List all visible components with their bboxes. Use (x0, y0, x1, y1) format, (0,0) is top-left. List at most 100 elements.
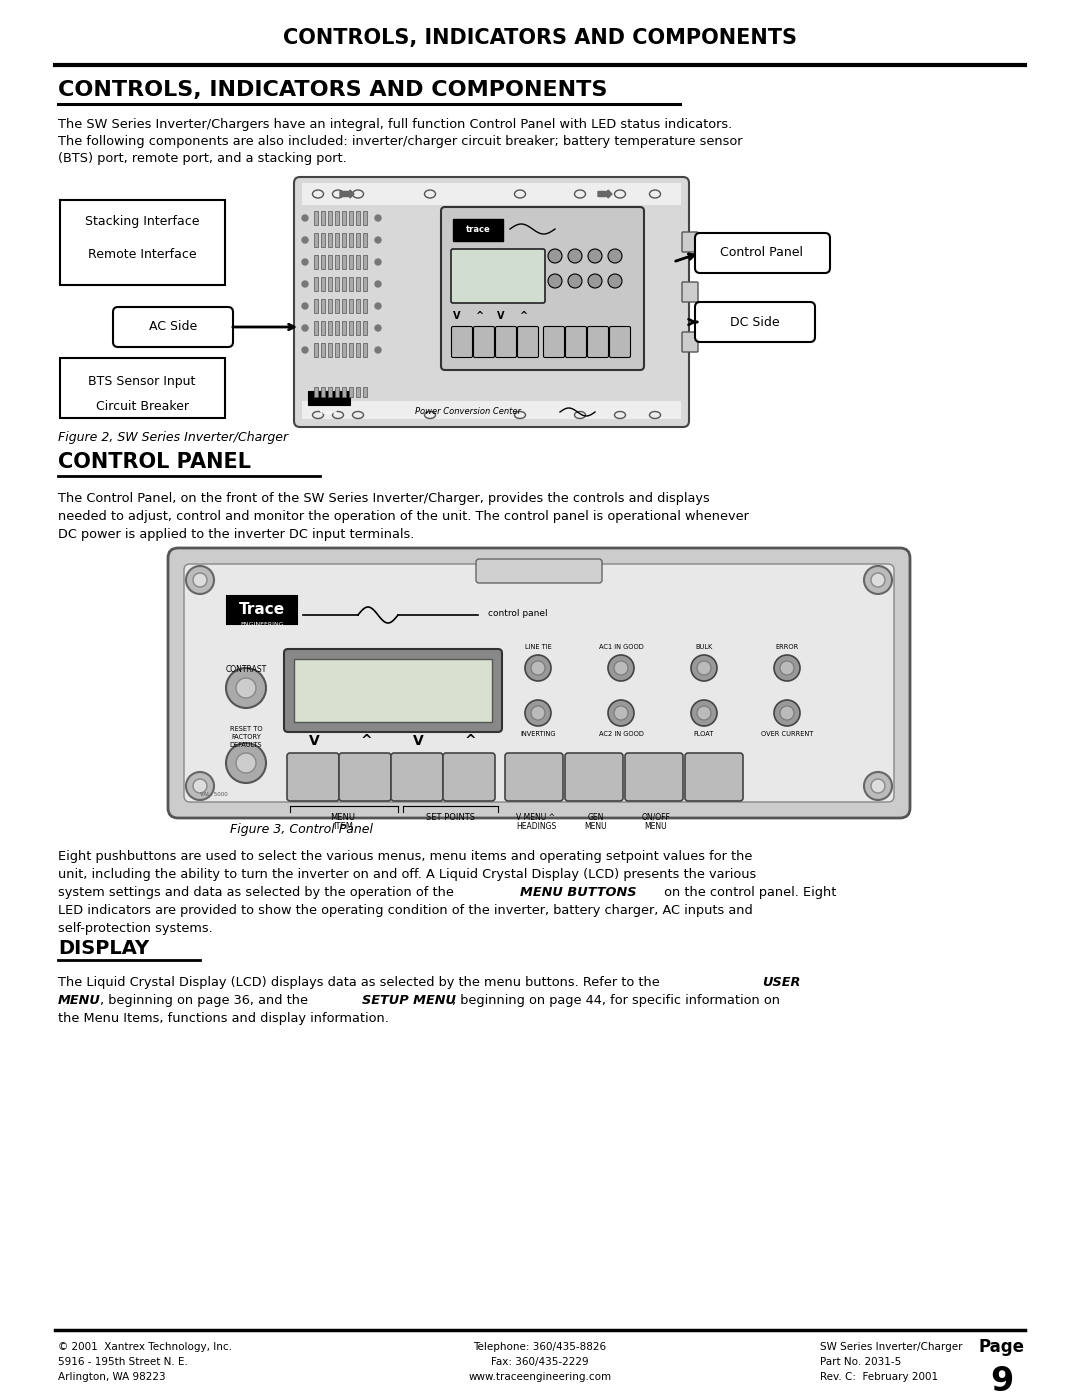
Circle shape (691, 700, 717, 726)
Ellipse shape (575, 190, 585, 198)
Text: OVER CURRENT: OVER CURRENT (760, 731, 813, 738)
Text: BULK: BULK (696, 644, 713, 650)
Text: Remote Interface: Remote Interface (87, 247, 197, 260)
FancyBboxPatch shape (451, 327, 473, 358)
Circle shape (588, 274, 602, 288)
Bar (314, 321, 318, 335)
Circle shape (588, 249, 602, 263)
Circle shape (780, 705, 794, 719)
Text: V: V (309, 733, 320, 747)
Text: trace: trace (465, 225, 490, 235)
Bar (321, 233, 325, 247)
Ellipse shape (312, 412, 324, 419)
FancyBboxPatch shape (302, 183, 681, 205)
Text: The Liquid Crystal Display (LCD) displays data as selected by the menu buttons. : The Liquid Crystal Display (LCD) display… (58, 977, 664, 989)
Text: The Control Panel, on the front of the SW Series Inverter/Charger, provides the : The Control Panel, on the front of the S… (58, 492, 710, 504)
FancyBboxPatch shape (476, 559, 602, 583)
Circle shape (302, 215, 308, 221)
Ellipse shape (312, 190, 324, 198)
FancyBboxPatch shape (681, 332, 698, 352)
Text: ENGINEERING: ENGINEERING (240, 622, 284, 626)
Bar (314, 277, 318, 291)
Bar (349, 321, 353, 335)
FancyBboxPatch shape (294, 659, 492, 722)
Circle shape (375, 215, 381, 221)
Circle shape (237, 753, 256, 773)
FancyBboxPatch shape (184, 564, 894, 802)
Text: ^: ^ (464, 733, 476, 747)
Bar (363, 233, 367, 247)
Ellipse shape (514, 190, 526, 198)
Circle shape (237, 678, 256, 698)
Text: ^: ^ (518, 312, 527, 321)
Text: Control Panel: Control Panel (720, 246, 804, 260)
FancyBboxPatch shape (565, 753, 623, 800)
Circle shape (531, 705, 545, 719)
Ellipse shape (352, 190, 364, 198)
Text: GEN: GEN (588, 813, 604, 821)
Ellipse shape (352, 412, 364, 419)
Bar (349, 256, 353, 270)
Circle shape (608, 700, 634, 726)
Text: USER: USER (762, 977, 800, 989)
Text: ^: ^ (361, 733, 372, 747)
Circle shape (375, 258, 381, 265)
Bar (321, 277, 325, 291)
Bar (314, 387, 318, 397)
Text: Figure 3, Control Panel: Figure 3, Control Panel (230, 823, 373, 837)
FancyBboxPatch shape (113, 307, 233, 346)
Circle shape (302, 303, 308, 309)
Bar (349, 211, 353, 225)
FancyBboxPatch shape (451, 249, 545, 303)
Text: system settings and data as selected by the operation of the: system settings and data as selected by … (58, 886, 458, 900)
Circle shape (780, 661, 794, 675)
Text: CONTROL PANEL: CONTROL PANEL (58, 453, 251, 472)
FancyBboxPatch shape (308, 391, 350, 405)
Bar (328, 387, 332, 397)
FancyBboxPatch shape (473, 327, 495, 358)
FancyBboxPatch shape (453, 219, 503, 242)
Text: Power Conversion Center: Power Conversion Center (415, 408, 521, 416)
Bar (328, 321, 332, 335)
FancyBboxPatch shape (696, 233, 831, 272)
Bar (349, 387, 353, 397)
FancyBboxPatch shape (543, 327, 565, 358)
Text: , beginning on page 36, and the: , beginning on page 36, and the (100, 995, 312, 1007)
Bar (356, 277, 360, 291)
Bar (349, 233, 353, 247)
FancyBboxPatch shape (566, 327, 586, 358)
Text: VAL: 5000: VAL: 5000 (200, 792, 228, 796)
Text: Figure 2, SW Series Inverter/Charger: Figure 2, SW Series Inverter/Charger (58, 432, 288, 444)
Circle shape (774, 655, 800, 680)
Circle shape (525, 700, 551, 726)
Circle shape (615, 661, 627, 675)
Bar (328, 233, 332, 247)
FancyBboxPatch shape (681, 282, 698, 302)
Text: SET POINTS: SET POINTS (426, 813, 474, 821)
FancyBboxPatch shape (287, 753, 339, 800)
Ellipse shape (615, 190, 625, 198)
Text: The following components are also included: inverter/charger circuit breaker; ba: The following components are also includ… (58, 136, 743, 148)
Bar (363, 321, 367, 335)
FancyBboxPatch shape (681, 232, 698, 251)
Text: ERROR: ERROR (775, 644, 798, 650)
Text: MENU BUTTONS: MENU BUTTONS (519, 886, 636, 900)
Text: AC Side: AC Side (149, 320, 198, 334)
Text: The SW Series Inverter/Chargers have an integral, full function Control Panel wi: The SW Series Inverter/Chargers have an … (58, 117, 732, 131)
Bar (356, 211, 360, 225)
Text: LINE TIE: LINE TIE (525, 644, 552, 650)
Bar (335, 321, 339, 335)
Circle shape (870, 780, 885, 793)
Text: MENU: MENU (330, 813, 355, 821)
FancyBboxPatch shape (505, 753, 563, 800)
Text: trace: trace (320, 409, 338, 415)
Bar (328, 344, 332, 358)
Circle shape (691, 655, 717, 680)
Bar (335, 387, 339, 397)
Circle shape (375, 326, 381, 331)
Ellipse shape (424, 190, 435, 198)
Bar (363, 211, 367, 225)
Circle shape (774, 700, 800, 726)
Bar (356, 256, 360, 270)
FancyBboxPatch shape (60, 200, 225, 285)
